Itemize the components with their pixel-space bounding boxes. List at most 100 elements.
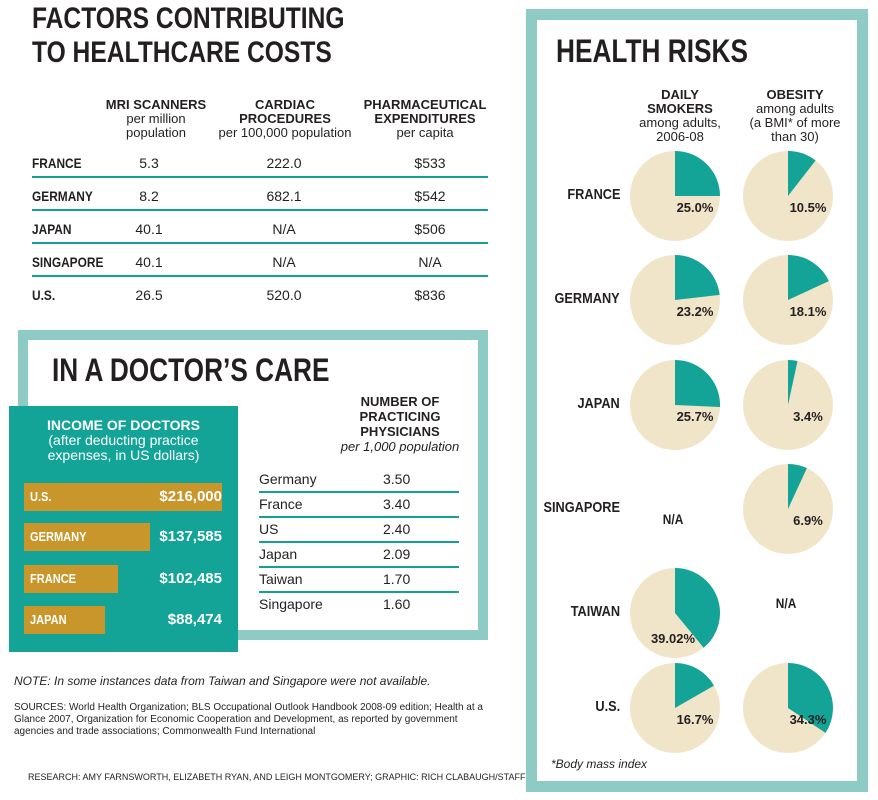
- smokers-pie: 39.02%: [630, 568, 720, 658]
- health-country-label: TAIWAN: [570, 603, 620, 620]
- income-bar-value: $102,485: [159, 570, 222, 587]
- mri-value: 8.2: [139, 188, 159, 204]
- income-bar-value: $216,000: [159, 488, 222, 505]
- country-name: U.S.: [32, 287, 56, 303]
- income-bar: [24, 483, 222, 511]
- pie-slice: [788, 663, 833, 733]
- pharma-value: N/A: [418, 254, 442, 270]
- pie-slice: [675, 568, 720, 648]
- pie-value-label: 3.4%: [793, 409, 823, 424]
- column-header-mri: MRI SCANNERS per million population: [96, 98, 216, 140]
- column-header-cardiac: CARDIAC PROCEDURES per 100,000 populatio…: [205, 98, 365, 140]
- obesity-sub-3: than 30): [771, 129, 819, 144]
- obesity-pie: 3.4%: [743, 360, 833, 450]
- smokers-head-1: DAILY: [661, 87, 699, 102]
- income-bar: [24, 565, 118, 593]
- physicians-value: 2.40: [383, 521, 411, 537]
- pie-slice: [675, 360, 720, 407]
- pie-slice: [788, 151, 816, 196]
- pharma-header-title: PHARMACEUTICAL: [363, 97, 487, 112]
- physicians-country: France: [259, 496, 303, 512]
- costs-title-line1: FACTORS CONTRIBUTING: [32, 2, 345, 35]
- row-divider: [32, 275, 488, 277]
- pie-slice: [675, 255, 720, 300]
- health-country-label: SINGAPORE: [543, 499, 620, 516]
- cardiac-header-title: CARDIAC: [255, 97, 315, 112]
- smokers-header: DAILY SMOKERS among adults, 2006-08: [625, 88, 735, 144]
- mri-value: 5.3: [139, 155, 159, 171]
- row-divider: [32, 209, 488, 211]
- column-header-pharma: PHARMACEUTICAL EXPENDITURES per capita: [355, 98, 495, 140]
- income-of-doctors-panel: INCOME OF DOCTORS (after deducting pract…: [9, 406, 238, 652]
- income-bar-label: U.S.: [30, 489, 52, 504]
- pie-value-label: 25.7%: [677, 409, 714, 424]
- physicians-divider: [259, 516, 459, 518]
- physicians-divider: [259, 591, 459, 593]
- pie-slice: [788, 255, 829, 300]
- physicians-value: 2.09: [383, 546, 411, 562]
- physicians-head-2: PRACTICING: [359, 409, 441, 424]
- physicians-country: US: [259, 521, 279, 537]
- physicians-row: Taiwan 1.70: [259, 569, 459, 594]
- smokers-sub-2: 2006-08: [656, 129, 704, 144]
- smokers-na-label: N/A: [662, 511, 684, 527]
- pie-value-label: 6.9%: [793, 513, 823, 528]
- mri-value: 40.1: [135, 221, 163, 237]
- physicians-value: 3.50: [383, 471, 411, 487]
- obesity-head: OBESITY: [766, 87, 824, 102]
- pie-slice: [788, 464, 807, 509]
- bmi-footnote: *Body mass index: [551, 757, 648, 771]
- income-subtitle-2: expenses, in US dollars): [47, 447, 200, 463]
- income-bar-value: $88,474: [167, 611, 222, 628]
- income-bar-row: GERMANY $137,585: [24, 523, 222, 551]
- country-name: GERMANY: [32, 188, 93, 204]
- obesity-pie: 6.9%: [743, 464, 833, 554]
- mri-header-sub2: population: [126, 125, 186, 140]
- health-country-label: JAPAN: [577, 395, 620, 412]
- pie-slice: [675, 151, 720, 196]
- mri-value: 26.5: [135, 287, 163, 303]
- note-text: NOTE: In some instances data from Taiwan…: [14, 674, 431, 688]
- smokers-head-2: SMOKERS: [647, 101, 713, 116]
- pharma-value: $542: [414, 188, 446, 204]
- pharma-value: $836: [414, 287, 446, 303]
- obesity-sub-1: among adults: [755, 101, 835, 116]
- smokers-pie: 23.2%: [630, 255, 720, 345]
- physicians-value: 1.70: [383, 571, 411, 587]
- obesity-pie: 34.3%: [743, 663, 833, 753]
- pharma-header-title2: EXPENDITURES: [374, 111, 476, 126]
- research-credits: RESEARCH: AMY FARNSWORTH, ELIZABETH RYAN…: [28, 772, 526, 782]
- physicians-row: Singapore 1.60: [259, 594, 459, 619]
- income-subtitle-1: (after deducting practice: [48, 432, 199, 448]
- obesity-na-label: N/A: [775, 595, 797, 611]
- costs-title-line2: TO HEALTHCARE COSTS: [32, 36, 332, 69]
- cardiac-value: N/A: [272, 221, 296, 237]
- income-bar: [24, 606, 105, 634]
- income-bar-label: JAPAN: [30, 612, 67, 627]
- cardiac-header-title2: PROCEDURES: [239, 111, 331, 126]
- physicians-row: US 2.40: [259, 519, 459, 544]
- pie-value-label: 39.02%: [651, 631, 696, 646]
- pie-slice: [788, 360, 798, 405]
- mri-header-title: MRI SCANNERS: [105, 97, 207, 112]
- physicians-head-1: NUMBER OF: [360, 394, 440, 409]
- physicians-value: 3.40: [383, 496, 411, 512]
- physicians-country: Singapore: [259, 596, 323, 612]
- cost-table-row: FRANCE 5.3 222.0 $533: [32, 155, 488, 188]
- cardiac-value: 222.0: [266, 155, 302, 171]
- obesity-sub-2: (a BMI* of more: [749, 115, 841, 130]
- physicians-row: Japan 2.09: [259, 544, 459, 569]
- pharma-value: $506: [414, 221, 446, 237]
- health-country-label: U.S.: [595, 698, 620, 715]
- physicians-country: Germany: [259, 471, 317, 487]
- physicians-row: Germany 3.50: [259, 469, 459, 494]
- income-bar-row: U.S. $216,000: [24, 483, 222, 511]
- cardiac-value: N/A: [272, 254, 296, 270]
- pie-value-label: 18.1%: [790, 304, 827, 319]
- row-divider: [32, 176, 488, 178]
- income-title-heading: INCOME OF DOCTORS: [47, 417, 200, 433]
- obesity-pie: 10.5%: [743, 151, 833, 241]
- cost-table-row: U.S. 26.5 520.0 $836: [32, 287, 488, 320]
- income-title: INCOME OF DOCTORS (after deducting pract…: [9, 418, 238, 463]
- income-bar-row: JAPAN $88,474: [24, 606, 222, 634]
